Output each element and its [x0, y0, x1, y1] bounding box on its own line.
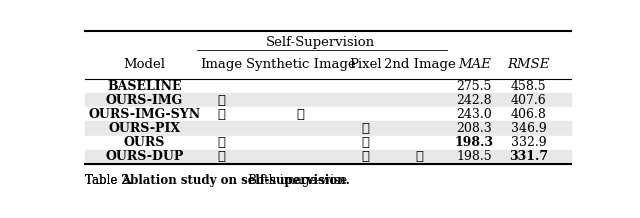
Text: 198.5: 198.5 — [456, 150, 492, 163]
Bar — [85, 79, 571, 93]
Text: Ablation study on self-supervision.: Ablation study on self-supervision. — [121, 174, 349, 187]
Text: 331.7: 331.7 — [509, 150, 548, 163]
Text: 243.0: 243.0 — [456, 108, 492, 121]
Text: ✓: ✓ — [361, 150, 369, 163]
Text: ✓: ✓ — [361, 136, 369, 149]
Text: 346.9: 346.9 — [511, 122, 547, 135]
Text: 208.3: 208.3 — [456, 122, 492, 135]
Text: 332.9: 332.9 — [511, 136, 547, 149]
Text: Image: Image — [200, 58, 243, 71]
Text: OURS-IMG: OURS-IMG — [106, 94, 183, 107]
Text: BASELINE: BASELINE — [108, 80, 182, 93]
Text: 2nd Image: 2nd Image — [384, 58, 456, 71]
Text: ✓: ✓ — [416, 150, 424, 163]
Text: 242.8: 242.8 — [456, 94, 492, 107]
Text: Pixel: Pixel — [349, 58, 381, 71]
Text: 407.6: 407.6 — [511, 94, 547, 107]
Text: 406.8: 406.8 — [511, 108, 547, 121]
Text: RMSE: RMSE — [508, 58, 550, 71]
Text: Synthetic Image: Synthetic Image — [246, 58, 356, 71]
Text: MAE: MAE — [458, 58, 491, 71]
Text: ✓: ✓ — [361, 122, 369, 135]
Text: 458.5: 458.5 — [511, 80, 547, 93]
Text: OURS-PIX: OURS-PIX — [108, 122, 180, 135]
Text: Self-Supervision: Self-Supervision — [266, 36, 375, 49]
Text: Model: Model — [124, 58, 166, 71]
Bar — [85, 136, 571, 150]
Text: 275.5: 275.5 — [456, 80, 492, 93]
Text: Both image-wise: Both image-wise — [237, 174, 348, 187]
Bar — [85, 107, 571, 121]
Bar — [85, 121, 571, 136]
Text: 198.3: 198.3 — [455, 136, 494, 149]
Text: Table 2.: Table 2. — [85, 174, 140, 187]
Text: Table 2.: Table 2. — [85, 174, 140, 187]
Text: OURS-DUP: OURS-DUP — [106, 150, 184, 163]
Text: ✓: ✓ — [218, 108, 225, 121]
Text: OURS: OURS — [124, 136, 165, 149]
Text: Table 2.  Ablation study on self-supervision.: Table 2. Ablation study on self-supervis… — [85, 174, 374, 187]
Text: ✓: ✓ — [218, 136, 225, 149]
Bar — [85, 150, 571, 164]
Text: ✓: ✓ — [218, 94, 225, 107]
Bar — [85, 93, 571, 107]
Text: ✓: ✓ — [297, 108, 305, 121]
Text: OURS-IMG-SYN: OURS-IMG-SYN — [88, 108, 200, 121]
Text: ✓: ✓ — [218, 150, 225, 163]
